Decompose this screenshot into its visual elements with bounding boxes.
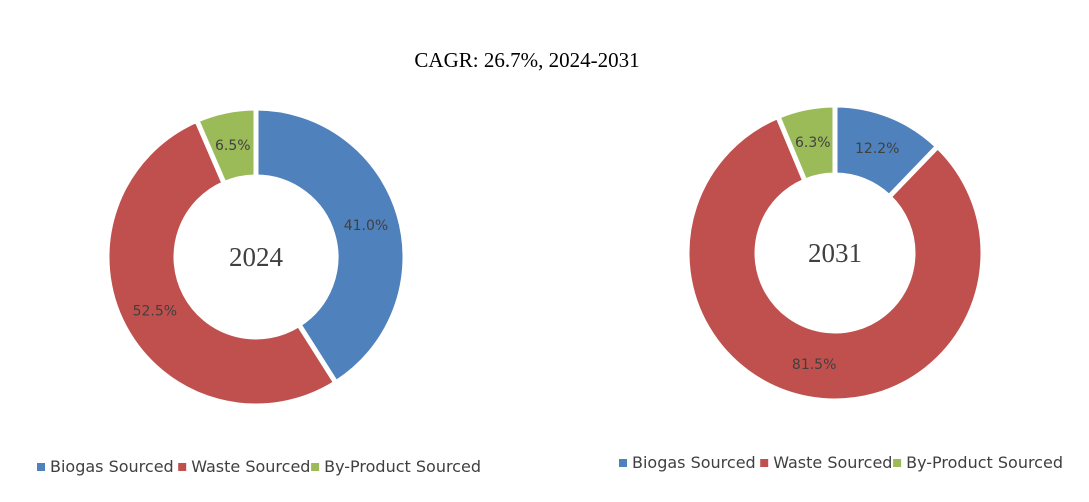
data-label-waste-sourced-2031: 81.5% [792,357,836,373]
legend-swatch-biogas-sourced [37,463,45,471]
legend-label-by-product-sourced: By-Product Sourced [906,453,1063,472]
legend-swatch-waste-sourced [760,459,769,467]
legend-label-biogas-sourced: Biogas Sourced [50,457,174,476]
data-label-waste-sourced-2024: 52.5% [133,304,177,320]
data-label-by-product-sourced-2031: 6.3% [795,135,831,151]
slice-biogas-sourced-2024 [253,105,408,387]
legend-swatch-biogas-sourced [619,459,627,467]
legend-2024: Biogas Sourced Waste Sourced By-Product So… [37,457,481,476]
slice-waste-sourced-2024 [104,116,340,409]
legend-2031: Biogas Sourced Waste Sourced By-Product So… [619,453,1063,472]
legend-swatch-by-product-sourced [311,463,320,471]
legend-label-by-product-sourced: By-Product Sourced [324,457,481,476]
legend-label-biogas-sourced: Biogas Sourced [632,453,756,472]
legend-label-waste-sourced: Waste Sourced [191,457,310,476]
slice-by-product-sourced-2024 [193,105,259,187]
data-label-biogas-sourced-2024: 41.0% [344,218,388,234]
slice-waste-sourced-2031 [684,113,986,404]
center-label-2031: 2031 [808,238,862,268]
legend-label-waste-sourced: Waste Sourced [773,453,892,472]
center-label-2024: 2024 [229,242,284,272]
data-label-by-product-sourced-2024: 6.5% [215,138,251,154]
chart-title: CAGR: 26.7%, 2024-2031 [414,48,639,72]
slice-by-product-sourced-2031 [774,102,838,185]
legend-swatch-by-product-sourced [893,459,902,467]
donut-chart-2024: 41.0% 52.5% 6.5% 2024 Biogas Sourced Waste So… [37,105,481,476]
donut-chart-2031: 12.2% 81.5% 6.3% 2031 Biogas Sourced Waste So… [619,102,1063,472]
legend-swatch-waste-sourced [178,463,187,471]
data-label-biogas-sourced-2031: 12.2% [855,141,899,157]
